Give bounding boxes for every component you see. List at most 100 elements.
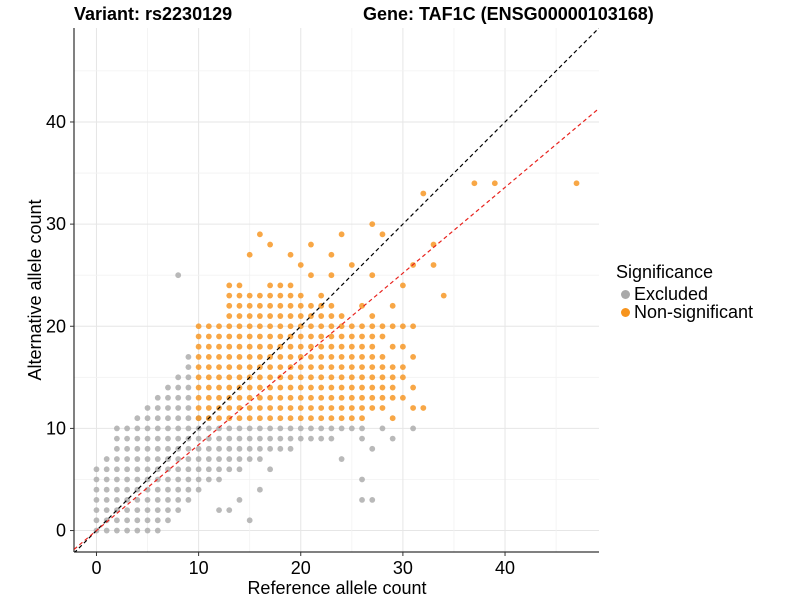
non-significant-point [348,405,355,411]
excluded-point [216,507,222,514]
non-significant-point [236,354,243,360]
non-significant-point [318,364,325,371]
excluded-point [165,517,171,524]
non-significant-point [348,364,355,371]
non-significant-point [287,354,294,360]
excluded-point [165,394,171,401]
non-significant-point [308,241,314,248]
excluded-point [205,435,212,442]
non-significant-point [287,313,294,319]
non-significant-point [389,302,396,309]
non-significant-point [297,374,304,381]
excluded-point [328,435,335,442]
excluded-point [93,507,100,514]
non-significant-point [267,323,274,330]
excluded-point [134,415,141,422]
non-significant-point [205,333,212,340]
excluded-point [287,445,294,452]
non-significant-point [573,180,580,187]
excluded-point [328,425,335,432]
non-significant-point [287,405,294,411]
excluded-point [175,435,182,442]
non-significant-point [246,251,253,258]
excluded-point [113,425,120,432]
excluded-point [287,425,294,432]
excluded-point [113,517,120,524]
non-significant-point [369,333,376,340]
non-significant-point [369,384,376,391]
non-significant-point [205,343,212,350]
excluded-point [103,527,110,534]
non-significant-point [216,354,222,360]
excluded-point [103,466,110,473]
non-significant-point [369,313,376,319]
excluded-point [236,435,243,442]
legend-title: Significance [616,262,714,282]
non-significant-point [297,262,304,268]
excluded-point [93,476,100,483]
excluded-point [195,476,202,483]
excluded-point [205,445,212,452]
non-significant-point [430,262,437,268]
non-significant-point [277,415,284,422]
non-significant-point [236,374,243,381]
non-significant-point [348,323,355,330]
variant-title: Variant: rs2230129 [74,4,233,24]
non-significant-point [308,333,314,340]
excluded-point [226,507,233,514]
excluded-point [103,507,110,514]
non-significant-point [267,394,274,401]
non-significant-point [267,374,274,381]
excluded-point [93,517,100,524]
excluded-point [185,374,192,381]
excluded-point [134,497,141,503]
fitted-line [74,107,599,550]
non-significant-point [195,415,202,422]
non-significant-point [216,333,222,340]
non-significant-point [328,384,335,391]
non-significant-point [318,405,325,411]
excluded-point [369,445,376,452]
non-significant-dot-icon [621,307,630,317]
non-significant-point [297,292,304,299]
non-significant-point [318,354,325,360]
non-significant-point [399,282,406,289]
legend-label-non-significant: Non-significant [634,301,754,322]
excluded-point [134,435,141,442]
non-significant-point [216,384,222,391]
excluded-point [144,517,151,524]
excluded-point [246,445,253,452]
non-significant-point [318,415,325,422]
excluded-point [205,476,212,483]
excluded-point [134,476,141,483]
excluded-point [195,435,202,442]
excluded-point [103,486,110,493]
excluded-point [216,466,222,473]
non-significant-point [328,343,335,350]
excluded-point [369,497,376,503]
non-significant-point [359,384,365,391]
non-significant-point [308,302,314,309]
excluded-point [185,486,192,493]
excluded-point [287,435,294,442]
non-significant-point [287,415,294,422]
non-significant-point [359,323,365,330]
excluded-point [185,466,192,473]
non-significant-point [338,405,345,411]
non-significant-point [328,333,335,340]
excluded-point [93,466,100,473]
excluded-point [113,435,120,442]
excluded-point [144,425,151,432]
non-significant-point [216,394,222,401]
non-significant-point [277,313,284,319]
excluded-point [175,374,182,381]
excluded-point [134,425,141,432]
non-significant-point [287,394,294,401]
non-significant-point [348,354,355,360]
non-significant-point [379,354,386,360]
excluded-point [124,456,131,462]
non-significant-point [379,364,386,371]
excluded-point [144,445,151,452]
non-significant-point [267,364,274,371]
excluded-point [246,435,253,442]
